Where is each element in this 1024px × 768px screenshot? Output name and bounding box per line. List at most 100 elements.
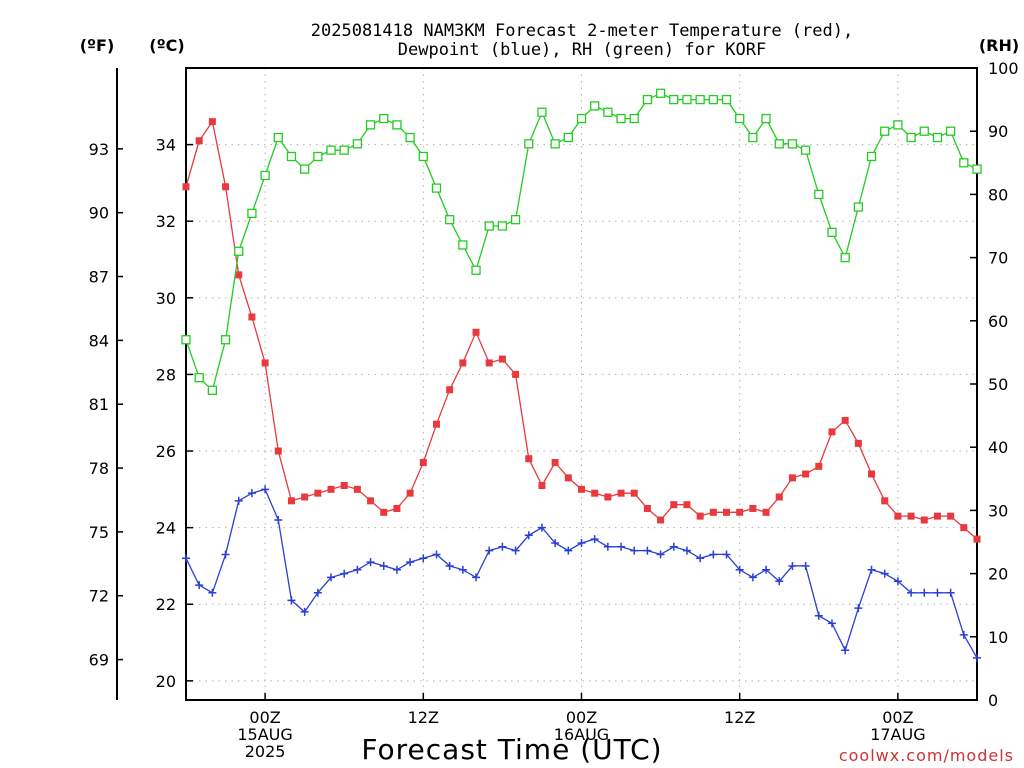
data-point-rh-56 <box>919 126 929 136</box>
chart-title-line2: Dewpoint (blue), RH (green) for KORF <box>398 40 766 60</box>
data-point-temperature-14 <box>367 497 375 505</box>
data-point-temperature-58 <box>947 512 955 520</box>
data-point-dewpoint-38 <box>682 546 691 555</box>
data-point-rh-48 <box>814 189 824 200</box>
data-point-dewpoint-14 <box>366 558 375 567</box>
data-point-temperature-30 <box>578 485 585 493</box>
data-point-rh-4 <box>234 246 244 256</box>
data-point-temperature-25 <box>512 370 520 378</box>
data-point-rh-35 <box>642 94 653 105</box>
data-point-rh-21 <box>458 240 468 250</box>
celsius-tick-label-3: 26 <box>156 442 176 461</box>
rh-tick-label-5: 50 <box>988 375 1008 394</box>
data-point-dewpoint-59 <box>959 630 968 639</box>
data-point-temperature-31 <box>591 489 599 497</box>
data-point-rh-45 <box>774 139 784 149</box>
data-point-dewpoint-42 <box>735 565 744 574</box>
data-point-rh-37 <box>669 94 679 105</box>
celsius-tick-label-1: 22 <box>156 595 176 614</box>
data-point-rh-38 <box>682 94 692 105</box>
data-point-dewpoint-48 <box>814 611 823 620</box>
data-point-temperature-43 <box>749 504 757 512</box>
data-point-dewpoint-24 <box>498 542 507 551</box>
rh-tick-label-1: 10 <box>988 628 1008 647</box>
data-point-temperature-50 <box>841 416 849 424</box>
data-point-dewpoint-47 <box>801 561 810 570</box>
rh-tick-label-10: 100 <box>988 59 1019 78</box>
data-point-rh-41 <box>721 94 732 105</box>
celsius-tick-label-2: 24 <box>156 519 176 538</box>
data-point-dewpoint-15 <box>379 561 388 570</box>
x-tick-label-4-1: 17AUG <box>870 725 925 744</box>
data-point-temperature-5 <box>248 313 256 321</box>
fahrenheit-tick-label-8: 93 <box>89 140 109 159</box>
data-point-temperature-37 <box>670 501 678 509</box>
celsius-unit-label: (ºC) <box>149 36 184 55</box>
data-point-dewpoint-17 <box>406 558 415 567</box>
data-point-temperature-41 <box>723 508 731 516</box>
data-point-dewpoint-4 <box>234 496 243 505</box>
data-point-dewpoint-8 <box>287 596 296 605</box>
data-point-rh-42 <box>735 113 745 124</box>
axes: 69 72 75 78 81 84 87 90 93 20 22 24 26 28 30 32 34 0 10 20 3… <box>89 59 1019 710</box>
data-point-temperature-22 <box>472 328 480 336</box>
data-point-temperature-28 <box>551 459 559 467</box>
data-point-rh-22 <box>471 265 481 275</box>
data-point-temperature-16 <box>393 504 401 512</box>
data-point-rh-17 <box>405 132 415 143</box>
data-point-temperature-19 <box>432 420 440 428</box>
x-tick-label-0-0: 00Z <box>249 708 280 727</box>
data-point-dewpoint-53 <box>880 569 889 578</box>
data-point-rh-59 <box>959 158 969 168</box>
data-point-temperature-18 <box>419 459 427 467</box>
data-point-rh-47 <box>800 145 811 155</box>
data-point-rh-11 <box>326 145 336 155</box>
data-point-dewpoint-19 <box>432 550 441 559</box>
data-point-temperature-45 <box>775 493 783 501</box>
data-point-dewpoint-34 <box>630 546 639 555</box>
data-point-temperature-24 <box>498 355 506 363</box>
data-point-rh-50 <box>840 252 850 263</box>
data-point-dewpoint-52 <box>867 565 876 574</box>
data-point-rh-10 <box>313 151 323 162</box>
series <box>181 88 982 662</box>
data-point-rh-34 <box>629 113 639 124</box>
data-point-rh-14 <box>365 120 376 130</box>
data-point-dewpoint-0 <box>182 554 190 563</box>
data-point-temperature-33 <box>617 489 625 497</box>
data-point-dewpoint-7 <box>274 515 283 524</box>
x-tick-label-0-1: 15AUG <box>237 725 292 744</box>
data-point-temperature-38 <box>683 501 691 509</box>
data-point-dewpoint-49 <box>827 619 836 628</box>
celsius-tick-label-4: 28 <box>156 365 176 384</box>
data-point-dewpoint-2 <box>208 588 217 597</box>
data-point-temperature-35 <box>643 504 651 512</box>
data-point-rh-57 <box>932 132 943 143</box>
data-point-rh-12 <box>339 145 349 155</box>
series-temperature <box>182 118 981 543</box>
rh-tick-label-8: 80 <box>988 185 1008 204</box>
x-tick-label-4-0: 00Z <box>882 708 913 727</box>
data-point-dewpoint-55 <box>907 588 916 597</box>
data-point-temperature-8 <box>287 497 295 505</box>
data-point-dewpoint-23 <box>485 546 494 555</box>
data-point-rh-15 <box>379 113 389 124</box>
data-point-temperature-46 <box>788 474 796 482</box>
fahrenheit-tick-label-0: 69 <box>89 651 109 670</box>
data-point-rh-53 <box>880 126 890 136</box>
data-point-rh-13 <box>352 139 363 149</box>
data-point-temperature-21 <box>459 359 467 367</box>
data-point-temperature-2 <box>208 118 216 126</box>
data-point-rh-26 <box>524 139 534 149</box>
fahrenheit-tick-label-5: 84 <box>89 331 109 350</box>
data-point-temperature-47 <box>802 470 810 478</box>
data-point-temperature-32 <box>604 493 612 501</box>
data-point-dewpoint-9 <box>300 607 309 616</box>
data-point-rh-25 <box>510 215 521 225</box>
data-point-rh-27 <box>537 107 547 117</box>
data-point-rh-49 <box>827 227 837 237</box>
fahrenheit-tick-label-1: 72 <box>89 587 109 606</box>
data-point-rh-55 <box>906 132 916 143</box>
